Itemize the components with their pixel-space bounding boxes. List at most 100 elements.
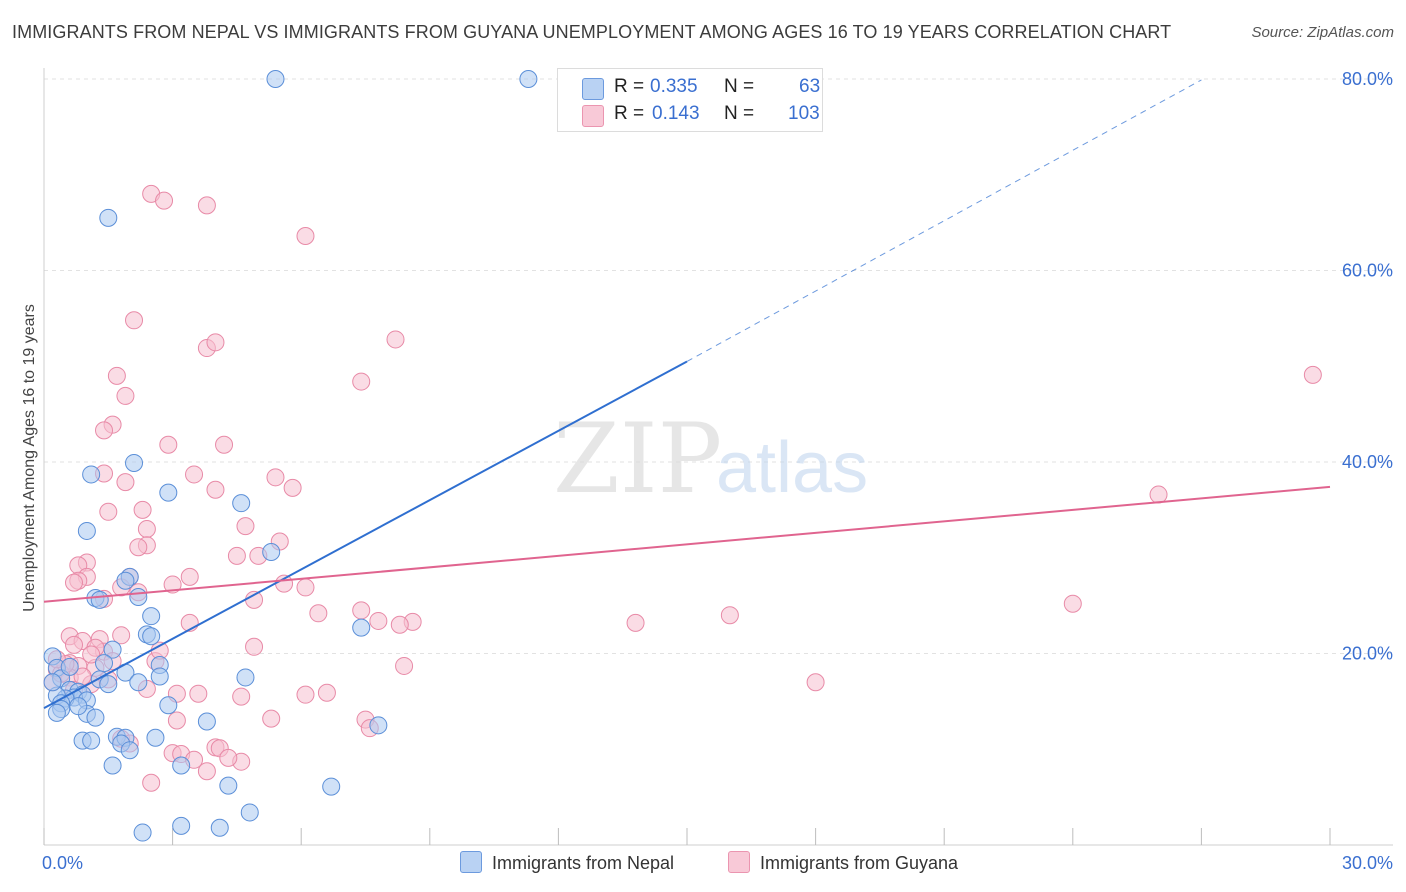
guyana-point: [159, 435, 178, 454]
bottom-legend-guyana: Immigrants from Guyana: [728, 851, 958, 874]
guyana-point: [236, 517, 255, 536]
legend-r-label: R =: [614, 76, 645, 97]
guyana-point: [296, 578, 315, 597]
guyana-point: [185, 465, 204, 484]
nepal-point: [369, 716, 388, 735]
guyana-point: [215, 435, 234, 454]
guyana-point: [283, 478, 302, 497]
guyana-point: [395, 656, 414, 675]
guyana-point: [197, 196, 216, 215]
guyana-point: [116, 386, 135, 405]
grid-lines: [44, 78, 1393, 654]
guyana-point: [142, 773, 161, 792]
bottom-legend-nepal: Immigrants from Nepal: [460, 851, 674, 874]
nepal-point: [236, 668, 255, 687]
guyana-trend-line: [43, 485, 1331, 603]
nepal-point: [172, 816, 191, 835]
nepal-point: [95, 654, 114, 673]
guyana-point: [189, 684, 208, 703]
guyana-point: [232, 687, 251, 706]
nepal-point: [82, 465, 101, 484]
nepal-point: [129, 673, 148, 692]
guyana-point: [720, 606, 739, 625]
chart-title: IMMIGRANTS FROM NEPAL VS IMMIGRANTS FROM…: [12, 22, 1172, 42]
guyana-point: [309, 604, 328, 623]
nepal-points: [43, 70, 538, 842]
nepal-point: [69, 697, 88, 716]
nepal-point: [99, 208, 118, 227]
nepal-point: [82, 731, 101, 750]
nepal-point: [142, 627, 161, 646]
guyana-point: [206, 480, 225, 499]
guyana-point: [369, 611, 388, 630]
bottom-legend-guyana-swatch: [728, 851, 750, 873]
nepal-point: [210, 818, 229, 837]
bottom-legend-nepal-swatch: [460, 851, 482, 873]
guyana-point: [317, 683, 336, 702]
nepal-point: [120, 741, 139, 760]
legend-r-label: R =: [614, 103, 645, 124]
bottom-legend-nepal-label: Immigrants from Nepal: [492, 853, 675, 873]
guyana-point: [626, 613, 645, 632]
guyana-point: [352, 372, 371, 391]
y-tick-label: 60.0%: [1342, 261, 1393, 281]
legend-n-label: N =: [724, 76, 755, 97]
y-tick-label: 80.0%: [1342, 69, 1393, 89]
bottom-legend-guyana-label: Immigrants from Guyana: [760, 853, 959, 873]
guyana-point: [1063, 594, 1082, 613]
nepal-point: [43, 673, 62, 692]
guyana-point: [1149, 485, 1168, 504]
legend-guyana-r: 0.143: [652, 103, 700, 124]
nepal-point: [172, 756, 191, 775]
y-tick-label: 20.0%: [1342, 644, 1393, 664]
nepal-point: [322, 777, 341, 796]
trend-lines: [43, 79, 1331, 709]
nepal-trend-line: [43, 360, 688, 709]
nepal-point: [352, 618, 371, 637]
guyana-swatch: [582, 105, 604, 127]
nepal-point: [133, 823, 152, 842]
tick-labels: 20.0% 40.0% 60.0% 80.0% 0.0% 30.0%: [42, 69, 1393, 873]
x-tick-label-max: 30.0%: [1342, 853, 1393, 873]
guyana-point: [197, 762, 216, 781]
x-tick-label-min: 0.0%: [42, 853, 83, 873]
guyana-point: [137, 520, 156, 539]
guyana-point: [125, 311, 144, 330]
axes: [43, 68, 1393, 846]
guyana-point: [266, 468, 285, 487]
watermark-atlas: atlas: [716, 428, 868, 508]
nepal-point: [60, 657, 79, 676]
nepal-point: [150, 667, 169, 686]
guyana-point: [112, 626, 131, 645]
nepal-trend-extension: [686, 79, 1202, 362]
nepal-swatch: [582, 78, 604, 100]
nepal-point: [197, 712, 216, 731]
guyana-point: [245, 637, 264, 656]
guyana-point: [95, 421, 114, 440]
watermark: ZIP atlas: [553, 403, 868, 515]
nepal-point: [266, 70, 285, 88]
y-tick-label: 40.0%: [1342, 452, 1393, 472]
guyana-point: [386, 330, 405, 349]
nepal-point: [77, 521, 96, 540]
nepal-point: [159, 483, 178, 502]
guyana-point: [296, 227, 315, 246]
guyana-point: [65, 635, 84, 654]
guyana-point: [390, 615, 409, 634]
nepal-point: [159, 696, 178, 715]
guyana-point: [133, 500, 152, 519]
nepal-point: [86, 708, 105, 727]
watermark-zip: ZIP: [553, 403, 722, 515]
nepal-point: [103, 640, 122, 659]
guyana-point: [129, 538, 148, 557]
guyana-point: [227, 546, 246, 565]
guyana-point: [206, 333, 225, 352]
source-label: Source: ZipAtlas.com: [1251, 24, 1394, 41]
nepal-point: [47, 703, 66, 722]
guyana-point: [167, 711, 186, 730]
guyana-point: [296, 685, 315, 704]
guyana-point: [163, 575, 182, 594]
guyana-point: [107, 366, 126, 385]
guyana-point: [1303, 365, 1322, 384]
